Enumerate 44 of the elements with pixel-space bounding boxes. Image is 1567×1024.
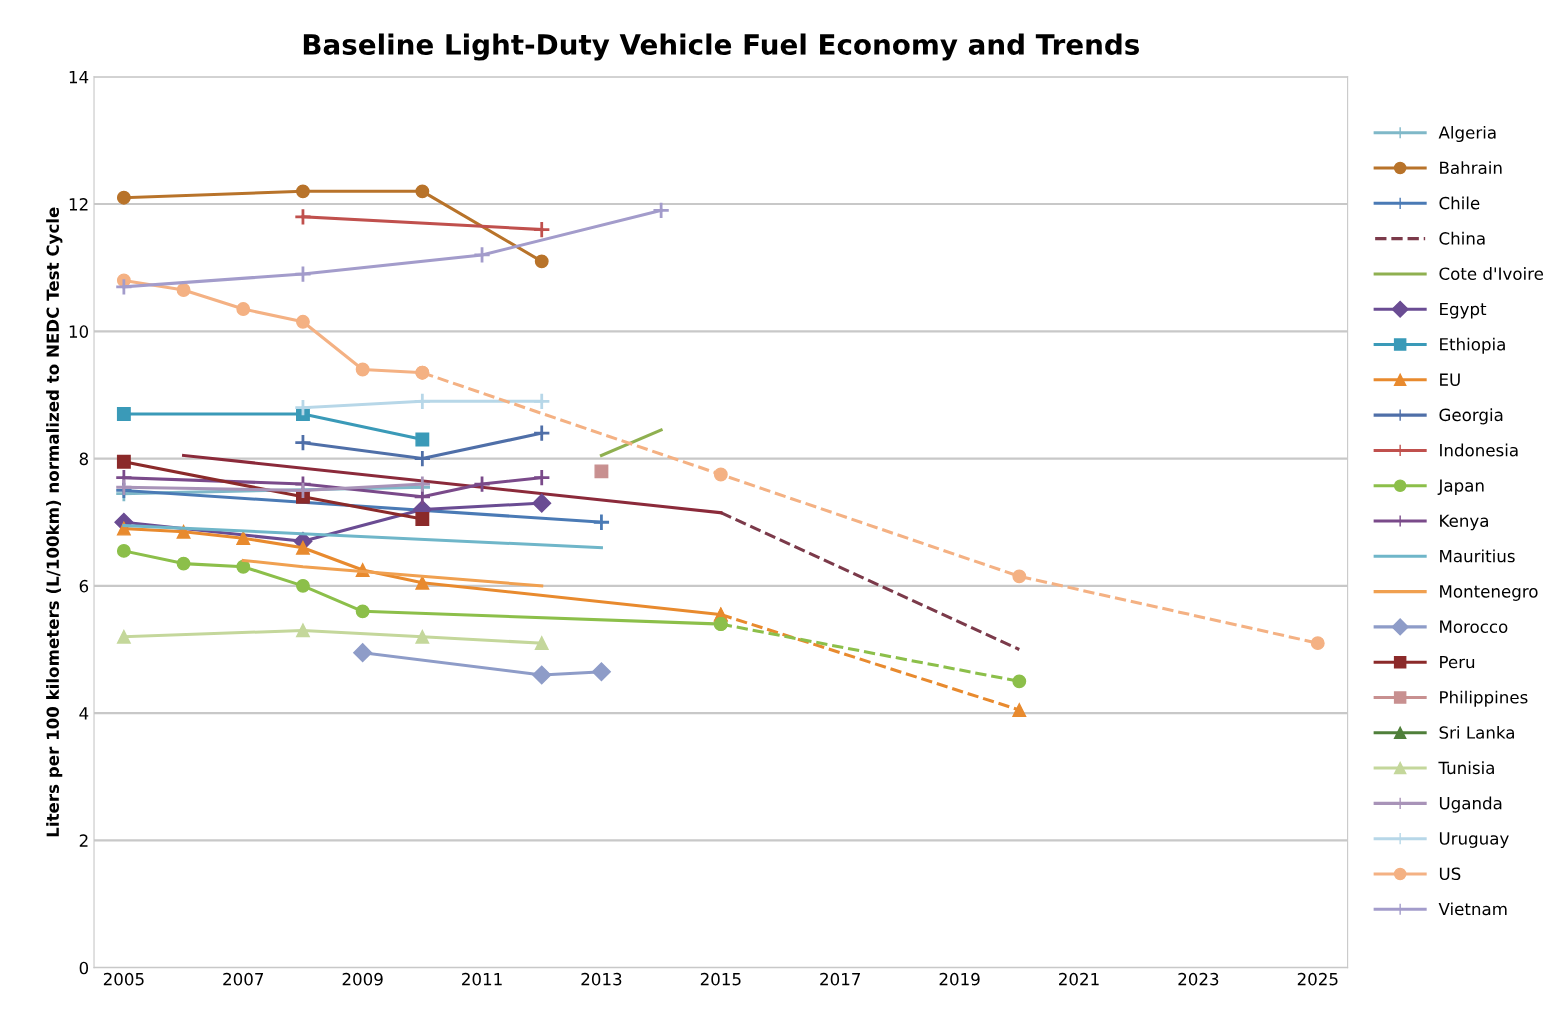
legend-label: Sri Lanka xyxy=(1439,725,1514,739)
x-tick-label: 2007 xyxy=(223,972,264,986)
legend-label: US xyxy=(1439,867,1461,881)
x-tick-label: 2017 xyxy=(820,972,860,986)
x-tick-label: 2013 xyxy=(581,972,622,986)
y-tick-label: 6 xyxy=(79,579,89,593)
legend-label: Egypt xyxy=(1440,302,1487,319)
x-tick-label: 2023 xyxy=(1178,972,1219,986)
y-tick-label: 4 xyxy=(79,707,89,720)
x-tick-label: 2005 xyxy=(103,972,144,986)
legend-label: Japan xyxy=(1437,479,1484,496)
legend-label: Cote d'Ivoire xyxy=(1439,267,1544,280)
x-tick-label: 2009 xyxy=(342,972,383,986)
legend-label: Vietnam xyxy=(1438,902,1507,916)
chart-title: Baseline Light-Duty Vehicle Fuel Economy and Trends xyxy=(303,33,1139,61)
legend-label: Philippines xyxy=(1440,690,1528,707)
legend-label: Ethiopia xyxy=(1440,337,1505,354)
legend-label: Peru xyxy=(1440,655,1475,669)
legend-label: Uruguay xyxy=(1439,832,1509,848)
legend-label: Chile xyxy=(1439,196,1480,210)
y-tick-label: 2 xyxy=(79,834,88,847)
y-tick-label: 0 xyxy=(79,961,89,975)
legend-label: Algeria xyxy=(1438,125,1496,143)
legend-label: Georgia xyxy=(1439,408,1503,425)
legend-label: China xyxy=(1439,231,1485,245)
x-tick-label: 2025 xyxy=(1297,972,1338,986)
legend-label: Mauritius xyxy=(1440,549,1515,563)
legend-label: Kenya xyxy=(1440,514,1488,531)
legend-label: Morocco xyxy=(1440,620,1508,633)
x-tick-label: 2011 xyxy=(462,972,502,986)
x-tick-label: 2015 xyxy=(700,972,741,986)
legend-label: EU xyxy=(1440,373,1460,386)
legend-label: Tunisia xyxy=(1438,761,1494,775)
x-tick-label: 2019 xyxy=(939,972,980,986)
y-tick-label: 10 xyxy=(69,325,89,338)
y-tick-label: 8 xyxy=(79,452,89,466)
legend-label: Uganda xyxy=(1439,796,1502,813)
legend-label: Indonesia xyxy=(1440,443,1518,457)
y-tick-label: 12 xyxy=(69,198,88,211)
y-tick-label: 14 xyxy=(69,70,89,84)
legend-label: Montenegro xyxy=(1440,585,1538,601)
legend-label: Bahrain xyxy=(1440,161,1502,175)
y-axis-title: Liters per 100 kilometers (L/100km) normalized to NEDC Test Cycle xyxy=(46,207,63,837)
x-tick-label: 2021 xyxy=(1059,972,1099,986)
